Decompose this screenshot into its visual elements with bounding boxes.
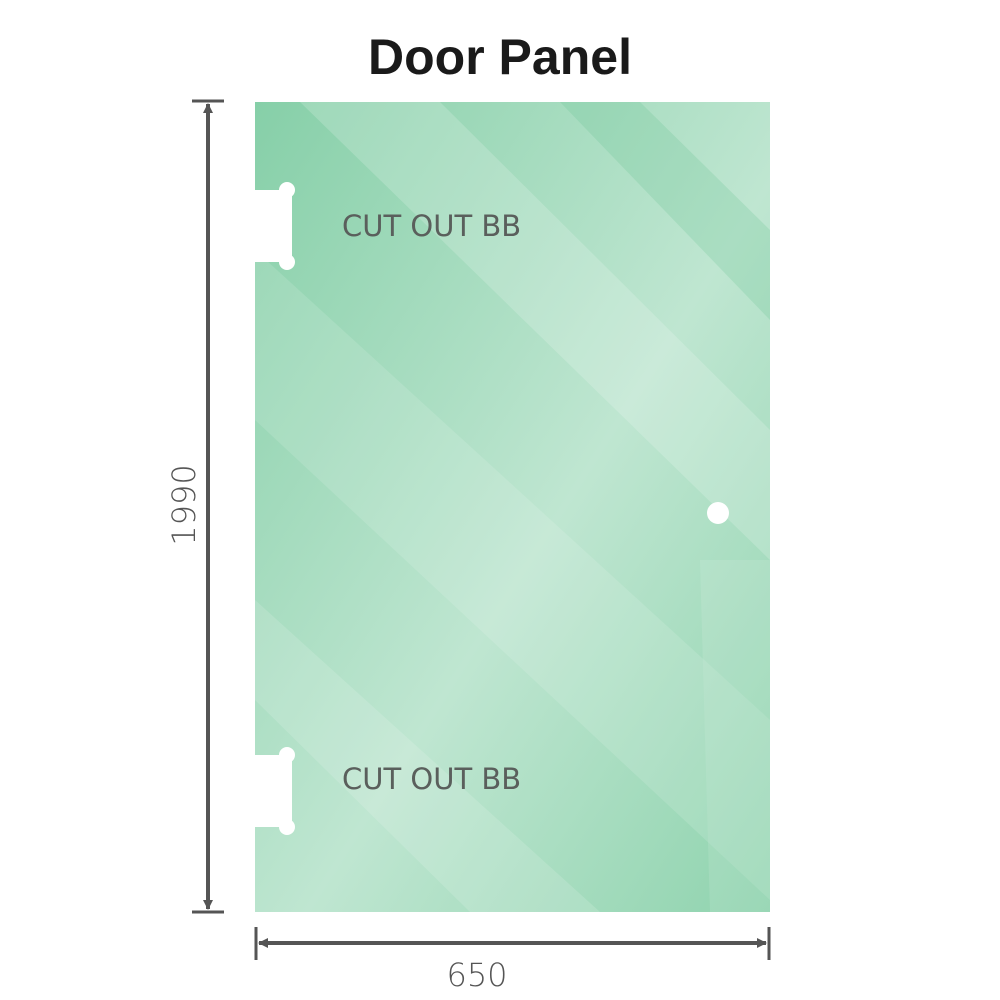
glass-reflection	[255, 600, 600, 912]
height-label: 1990	[165, 464, 203, 545]
glass-reflection	[255, 250, 770, 900]
height-dimension: 1990	[165, 99, 224, 914]
cutout-bottom	[250, 747, 295, 835]
glass-panel	[255, 102, 770, 912]
glass-reflection	[700, 560, 770, 912]
width-label: 650	[446, 956, 507, 994]
glass-reflection	[300, 102, 770, 560]
glass-shade	[560, 102, 770, 320]
cutout-label-bottom: CUT OUT BB	[342, 762, 521, 796]
cutout-top	[250, 182, 295, 270]
width-dimension: 650	[254, 927, 771, 994]
handle-hole	[707, 502, 729, 524]
cutout-label-top: CUT OUT BB	[342, 209, 521, 243]
diagram-title: Door Panel	[368, 29, 632, 85]
